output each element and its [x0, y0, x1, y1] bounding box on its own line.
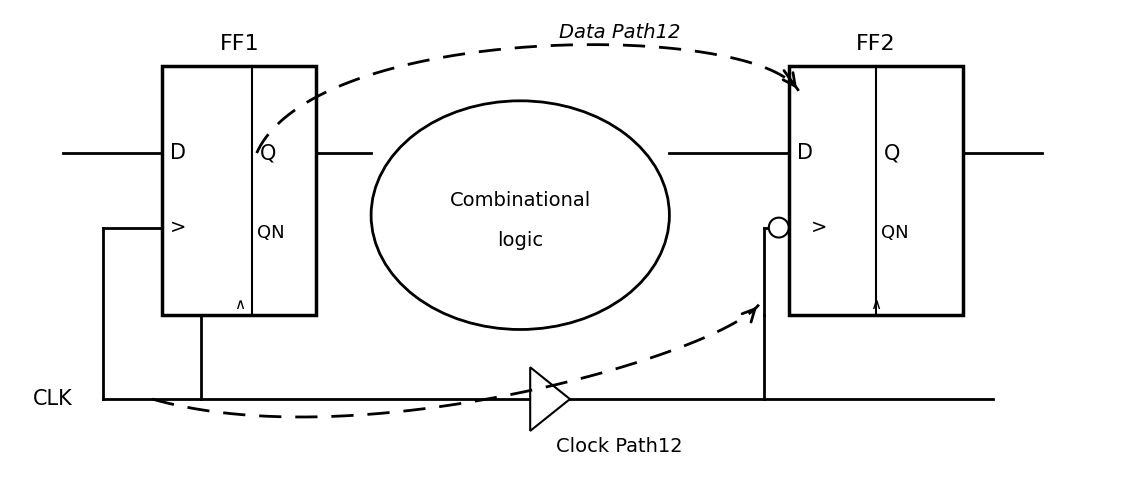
Text: Clock Path12: Clock Path12 [556, 437, 683, 456]
Bar [162, 66, 316, 314]
Text: >: > [811, 218, 826, 237]
Text: Data Path12: Data Path12 [558, 23, 680, 42]
Polygon shape [530, 367, 570, 431]
Text: ∧: ∧ [234, 297, 245, 312]
Circle shape [769, 218, 788, 238]
Text: Q: Q [884, 143, 900, 163]
Text: >: > [170, 218, 187, 237]
Text: FF2: FF2 [856, 34, 895, 54]
Text: FF1: FF1 [220, 34, 259, 54]
Text: CLK: CLK [33, 389, 73, 409]
Text: QN: QN [881, 224, 909, 242]
Bar [788, 66, 963, 314]
Text: QN: QN [257, 224, 284, 242]
Text: ∧: ∧ [870, 297, 882, 312]
Ellipse shape [372, 101, 669, 329]
Text: Q: Q [260, 143, 276, 163]
Text: logic: logic [498, 230, 544, 250]
Text: Combinational: Combinational [449, 191, 591, 210]
Text: D: D [797, 143, 813, 163]
Text: D: D [170, 143, 186, 163]
